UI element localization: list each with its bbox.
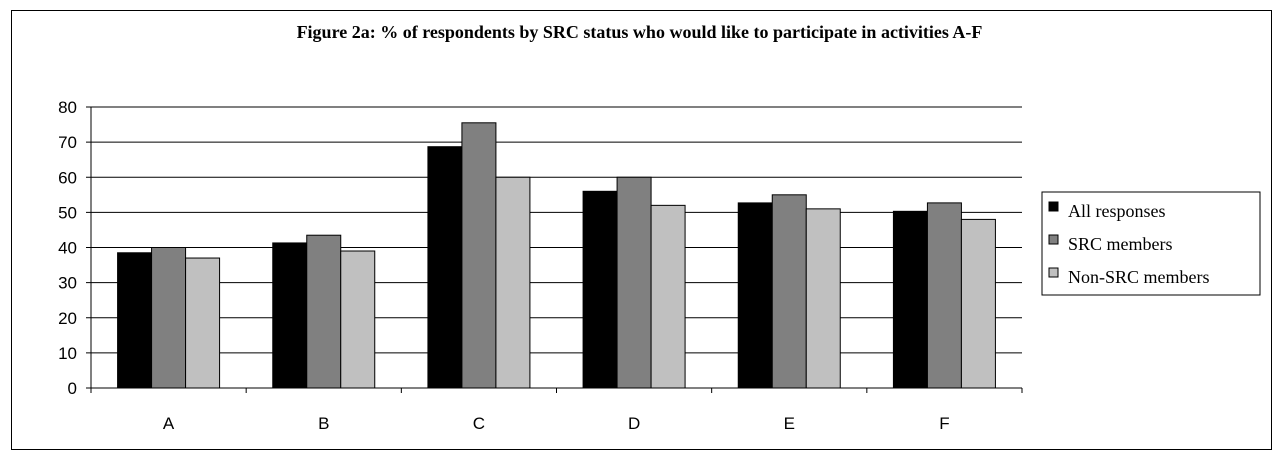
bars (117, 122, 996, 389)
y-tick-label: 10 (58, 344, 77, 363)
y-tick-label: 50 (58, 203, 77, 222)
axes: 0 10 20 30 40 50 60 70 80 A B C D E F (58, 98, 1023, 433)
bar (151, 247, 187, 389)
y-tick-label: 30 (58, 274, 77, 293)
bar (306, 234, 342, 389)
x-tick-label: B (318, 414, 329, 433)
legend-swatch (1048, 234, 1059, 245)
bar (582, 190, 618, 389)
bar (892, 210, 928, 389)
chart-title: Figure 2a: % of respondents by SRC statu… (296, 22, 983, 42)
x-tick-label: C (473, 414, 485, 433)
bar (340, 250, 376, 389)
legend-label: SRC members (1068, 234, 1173, 254)
y-tick-label: 40 (58, 239, 77, 258)
bar (272, 242, 308, 389)
bar (805, 208, 841, 389)
bar (185, 257, 221, 389)
y-tick-label: 80 (58, 98, 77, 117)
bar (737, 202, 773, 389)
legend-swatch (1048, 267, 1059, 278)
y-tick-label: 20 (58, 309, 77, 328)
bar-chart: 0 10 20 30 40 50 60 70 80 A B C D E F All responses SRC… (58, 98, 1261, 433)
bar (616, 176, 652, 389)
legend-swatch (1048, 201, 1059, 212)
bar (427, 146, 463, 389)
bar (117, 252, 153, 389)
bar (495, 176, 531, 389)
bar (960, 218, 996, 389)
x-tick-label: A (163, 414, 175, 433)
x-tick-label: F (939, 414, 949, 433)
legend-label: Non-SRC members (1068, 267, 1210, 287)
bar (771, 194, 807, 389)
legend-label: All responses (1068, 201, 1166, 221)
bar (926, 202, 962, 389)
y-tick-label: 0 (68, 379, 77, 398)
legend-box (1041, 191, 1261, 296)
y-tick-label: 70 (58, 133, 77, 152)
bar (461, 122, 497, 389)
bar (650, 204, 686, 389)
y-tick-label: 60 (58, 168, 77, 187)
x-tick-label: D (628, 414, 640, 433)
gridlines (91, 106, 1022, 354)
x-tick-label: E (784, 414, 795, 433)
legend: All responses SRC members Non-SRC members (1041, 191, 1261, 296)
